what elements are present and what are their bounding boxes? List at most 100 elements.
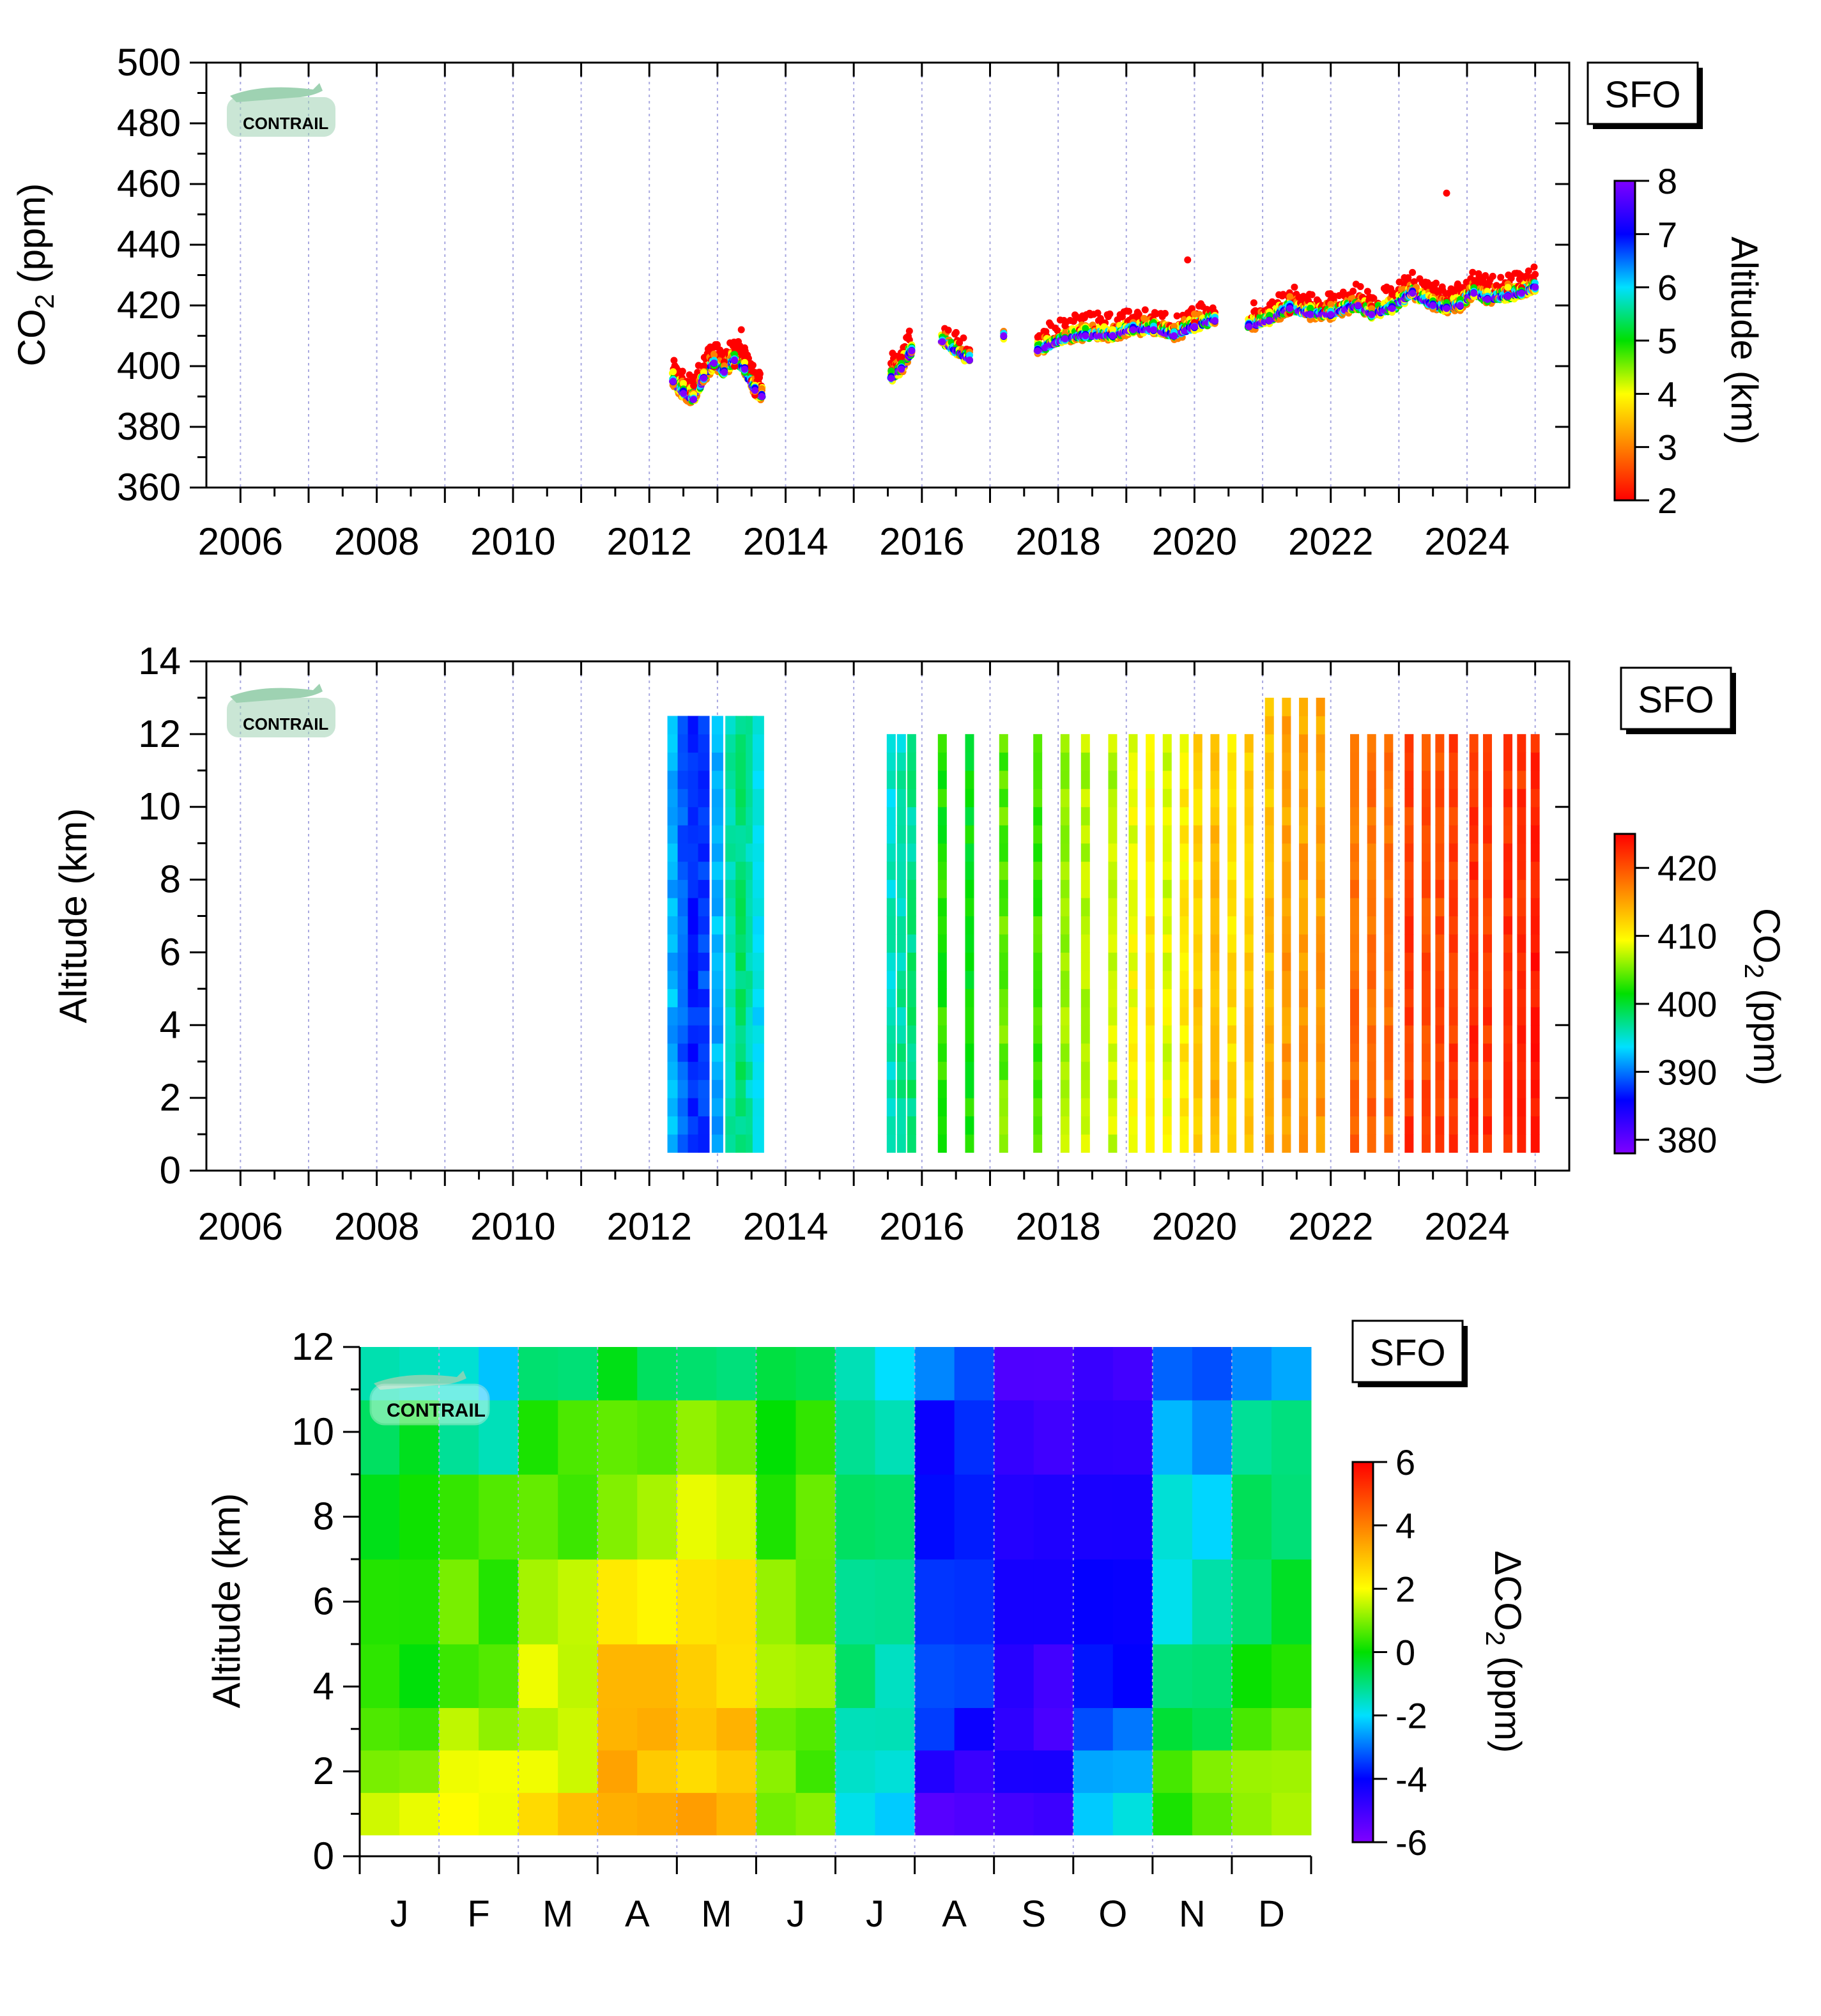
altitude-bin-cell bbox=[1448, 1134, 1458, 1153]
altitude-bin-cell bbox=[1146, 934, 1155, 953]
altitude-point bbox=[1170, 332, 1178, 339]
altitude-point bbox=[1106, 310, 1114, 318]
altitude-bin-cell bbox=[1060, 898, 1070, 916]
altitude-bin-cell bbox=[1367, 1006, 1376, 1026]
altitude-bin-cell bbox=[698, 1006, 710, 1026]
altitude-bin-cell bbox=[711, 898, 723, 916]
altitude-bin-cell bbox=[907, 970, 916, 989]
altitude-point bbox=[700, 374, 708, 382]
altitude-bin-cell bbox=[1162, 970, 1172, 989]
altitude-bin-cell bbox=[735, 861, 748, 881]
altitude-bin-cell bbox=[725, 1025, 737, 1044]
p1-logo-text: CONTRAIL bbox=[243, 114, 328, 133]
altitude-bin-cell bbox=[1060, 1043, 1070, 1062]
altitude-bin-cell bbox=[1179, 861, 1189, 881]
p1-vertical-gridlines bbox=[240, 63, 1536, 488]
x-tick-label: 2022 bbox=[1288, 520, 1373, 563]
altitude-bin-cell bbox=[896, 916, 906, 935]
altitude-bin-cell bbox=[1299, 789, 1309, 808]
altitude-bin-cell bbox=[1179, 1061, 1189, 1081]
altitude-bin-cell bbox=[725, 898, 737, 916]
altitude-bin-cell bbox=[1210, 1061, 1220, 1081]
altitude-bin-cell bbox=[896, 879, 906, 898]
altitude-bin-cell bbox=[735, 734, 748, 753]
altitude-point bbox=[1504, 293, 1512, 300]
outlier-point bbox=[1184, 256, 1192, 264]
altitude-bin-cell bbox=[1422, 843, 1431, 862]
colorbar-tick-label: 7 bbox=[1657, 214, 1677, 254]
altitude-bin-cell bbox=[1227, 952, 1237, 971]
altitude-bin-cell bbox=[1422, 1025, 1431, 1044]
altitude-bin-cell bbox=[1503, 861, 1513, 881]
altitude-bin-cell bbox=[1367, 1025, 1376, 1044]
altitude-bin-cell bbox=[907, 1116, 916, 1135]
altitude-bin-cell bbox=[735, 770, 748, 789]
altitude-point bbox=[1054, 327, 1061, 334]
altitude-bin-cell bbox=[1146, 916, 1155, 935]
altitude-bin-cell bbox=[1264, 861, 1274, 881]
altitude-bin-cell bbox=[1264, 1006, 1274, 1026]
altitude-bin-cell bbox=[1193, 934, 1202, 953]
altitude-bin-cell bbox=[886, 934, 896, 953]
altitude-bin-cell bbox=[965, 1061, 974, 1081]
altitude-bin-cell bbox=[999, 1116, 1008, 1135]
altitude-bin-cell bbox=[886, 898, 896, 916]
altitude-bin-cell bbox=[1350, 970, 1360, 989]
altitude-bin-cell bbox=[735, 934, 748, 953]
altitude-bin-cell bbox=[1299, 861, 1309, 881]
altitude-bin-cell bbox=[1422, 934, 1431, 953]
altitude-bin-cell bbox=[725, 1116, 737, 1135]
altitude-bin-cell bbox=[1060, 1098, 1070, 1117]
altitude-bin-cell bbox=[1299, 1116, 1309, 1135]
altitude-bin-cell bbox=[1162, 752, 1172, 771]
altitude-bin-cell bbox=[1227, 879, 1237, 898]
altitude-bin-cell bbox=[1193, 734, 1202, 753]
altitude-bin-cell bbox=[735, 752, 748, 771]
altitude-bin-cell bbox=[725, 1134, 737, 1153]
altitude-bin-cell bbox=[1483, 861, 1493, 881]
altitude-bin-cell bbox=[1483, 1098, 1493, 1117]
altitude-bin-cell bbox=[1469, 1098, 1479, 1117]
altitude-point bbox=[1161, 310, 1169, 318]
altitude-bin-cell bbox=[1367, 861, 1376, 881]
altitude-bin-cell bbox=[965, 1079, 974, 1098]
altitude-point bbox=[1129, 326, 1137, 334]
altitude-bin-cell bbox=[752, 879, 764, 898]
altitude-bin-cell bbox=[999, 898, 1008, 916]
altitude-bin-cell bbox=[1162, 861, 1172, 881]
altitude-point bbox=[751, 387, 759, 394]
y-tick-label: 480 bbox=[117, 102, 181, 144]
altitude-bin-cell bbox=[1435, 806, 1445, 826]
altitude-point bbox=[1286, 305, 1294, 312]
altitude-bin-cell bbox=[1162, 934, 1172, 953]
altitude-point bbox=[1252, 307, 1259, 314]
altitude-bin-cell bbox=[698, 970, 710, 989]
altitude-bin-cell bbox=[725, 1061, 737, 1081]
altitude-bin-cell bbox=[886, 1079, 896, 1098]
p1-colorbar-bar bbox=[1613, 180, 1636, 502]
altitude-bin-cell bbox=[1080, 916, 1090, 935]
altitude-bin-cell bbox=[1299, 843, 1309, 862]
altitude-bin-cell bbox=[1146, 770, 1155, 789]
altitude-point bbox=[1470, 289, 1478, 297]
altitude-bin-cell bbox=[896, 1134, 906, 1153]
altitude-bin-cell bbox=[1108, 1134, 1118, 1153]
altitude-bin-cell bbox=[752, 952, 764, 971]
altitude-bin-cell bbox=[698, 898, 710, 916]
altitude-bin-cell bbox=[907, 1061, 916, 1081]
altitude-bin-cell bbox=[735, 1006, 748, 1026]
altitude-bin-cell bbox=[1227, 989, 1237, 1008]
altitude-bin-cell bbox=[965, 898, 974, 916]
altitude-bin-cell bbox=[965, 1098, 974, 1117]
altitude-bin-cell bbox=[1244, 1134, 1254, 1153]
altitude-point bbox=[952, 328, 960, 336]
altitude-bin-cell bbox=[1422, 879, 1431, 898]
altitude-bin-cell bbox=[1128, 861, 1138, 881]
altitude-bin-cell bbox=[1367, 1061, 1376, 1081]
altitude-bin-cell bbox=[688, 770, 700, 789]
altitude-bin-cell bbox=[1483, 1134, 1493, 1153]
altitude-bin-cell bbox=[886, 1098, 896, 1117]
altitude-bin-cell bbox=[1264, 697, 1274, 716]
altitude-bin-cell bbox=[1128, 934, 1138, 953]
